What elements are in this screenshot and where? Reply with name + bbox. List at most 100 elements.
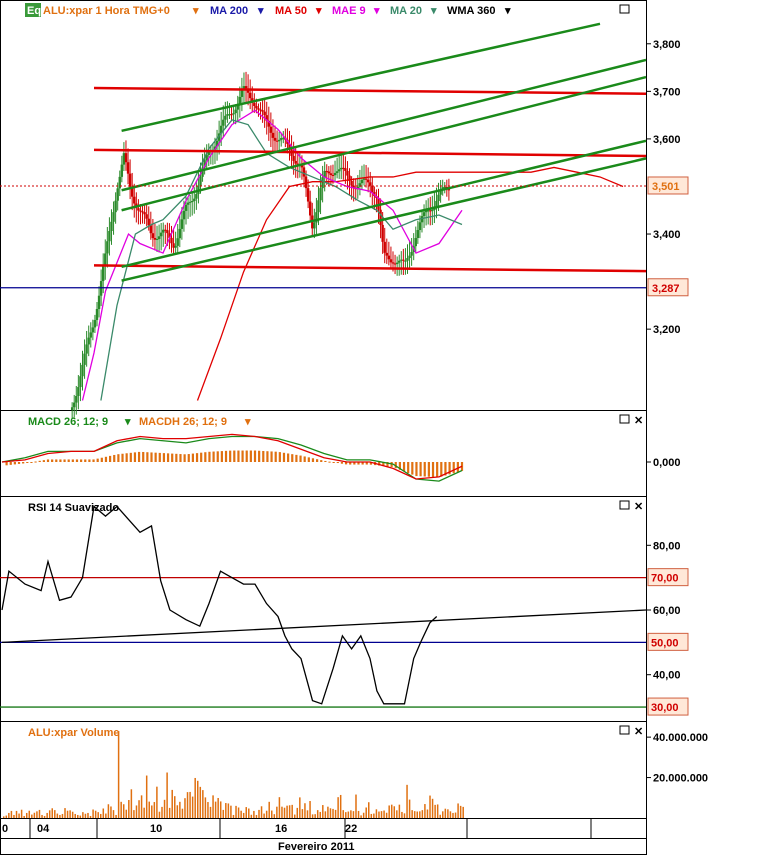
volume-bar [225,803,227,818]
indicator-ma50-dropdown-icon[interactable]: ▾ [315,5,322,17]
volume-bar [20,809,23,818]
macd-histogram-bar [224,450,228,462]
rsi-label[interactable]: RSI 14 Suavizado [28,502,119,514]
red-trendline [93,148,647,158]
macd-histogram-bar [249,450,252,462]
macd-histogram-bar [55,459,58,462]
candle-body [259,109,262,111]
candle-body [344,168,347,171]
volume-bar [148,801,150,818]
candle-body [389,259,393,263]
indicator-mae9[interactable]: MAE 9 [332,5,366,17]
volume-bar [5,815,8,818]
volume-bar [347,811,350,818]
macd-panel[interactable]: 0,000 [1,433,681,482]
macd-dropdown-icon[interactable]: ▾ [124,416,131,428]
volume-panel[interactable]: 20.000.000 40.000.000 [3,731,708,818]
candle-body [439,189,442,195]
candle-body [410,252,413,256]
candle-body [371,185,374,192]
candle-body [437,194,440,201]
volume-bar [194,777,196,818]
macd-label[interactable]: MACD 26; 12; 9 [28,416,108,428]
volume-bar [334,809,337,818]
candle-body [224,115,227,120]
volume-bar [385,812,388,818]
indicator-ma50[interactable]: MA 50 [275,5,307,17]
price-maximize-icon[interactable] [619,4,630,14]
volume-bar [449,811,452,818]
volume-bar [273,814,276,818]
volume-bar [214,801,217,818]
rsi-maximize-icon[interactable] [619,500,630,510]
macd-close-icon[interactable]: ✕ [634,415,643,427]
candle-body [128,173,132,187]
indicator-ma20-dropdown-icon[interactable]: ▾ [430,5,437,17]
volume-bar [230,805,232,818]
rsi-tick-label: 60,00 [653,605,681,617]
candle-body [406,258,409,261]
candle-body [176,238,179,246]
indicator-wma360-dropdown-icon[interactable]: ▾ [504,5,511,17]
volume-bar [133,810,135,818]
indicator-wma360[interactable]: WMA 360 [447,5,496,17]
candle-body [313,222,316,229]
macd-maximize-icon[interactable] [619,414,630,424]
volume-bar [457,803,459,818]
macd-histogram-bar [448,462,451,475]
indicator-ma200[interactable]: MA 200 [210,5,248,17]
rsi-level-tag: 70,00 [651,573,679,585]
indicator-ma20[interactable]: MA 20 [390,5,422,17]
candle-body [325,170,328,172]
volume-bar [13,814,15,818]
volume-bar [396,810,398,818]
volume-bar [286,805,288,818]
macd-histogram-bar [96,458,99,462]
volume-bar [424,804,426,818]
volume-bar [219,801,222,818]
price-panel[interactable]: 3,200 3,400 3,600 3,700 3,800 3,501 3,287 [0,22,689,419]
volume-bar [179,801,181,818]
indicator-mae9-dropdown-icon[interactable]: ▾ [373,5,380,17]
time-tick-label: 10 [150,823,162,835]
symbol-dropdown-icon[interactable]: ▾ [192,5,199,17]
macd-histogram-bar [100,457,103,462]
volume-bar [174,796,176,818]
volume-bar [260,806,263,818]
candle-body [443,186,446,188]
price-tick-label: 3,700 [653,86,681,98]
macd-histogram-bar [253,450,257,462]
candle-body [273,137,277,141]
indicator-ma200-dropdown-icon[interactable]: ▾ [257,5,264,17]
candle-body [416,230,420,239]
candle-body [186,202,190,205]
rsi-close-icon[interactable]: ✕ [634,501,643,513]
macd-histogram-bar [336,462,339,464]
volume-close-icon[interactable]: ✕ [634,726,643,738]
macd-histogram-bar [212,451,215,462]
volume-bar [398,804,401,818]
macdh-dropdown-icon[interactable]: ▾ [244,416,251,428]
rsi-panel[interactable]: 40,00 60,00 80,00 70,00 50,00 30,00 [0,505,689,716]
candle-body [226,114,229,116]
symbol-label[interactable]: ALU:xpar 1 Hora TMG+0 [43,5,170,17]
price-tick-label: 3,600 [653,134,681,146]
volume-bar [258,809,260,818]
symbol-badge[interactable] [25,3,41,17]
candle-body [383,241,386,253]
candle-body [360,179,364,184]
volume-bar [171,789,173,818]
candle-body [108,230,111,242]
volume-bar [421,810,424,818]
candle-body [159,232,163,237]
candle-body [87,337,90,345]
rsi-panel-frame [0,496,647,722]
macd-histogram-bar [17,462,21,464]
macdh-label[interactable]: MACDH 26; 12; 9 [139,416,227,428]
macd-histogram-bar [200,452,203,462]
volume-bar [444,808,447,818]
volume-label[interactable]: ALU:xpar Volume [28,727,119,739]
volume-maximize-icon[interactable] [619,725,630,735]
candle-body [366,179,370,183]
volume-bar [357,810,360,818]
